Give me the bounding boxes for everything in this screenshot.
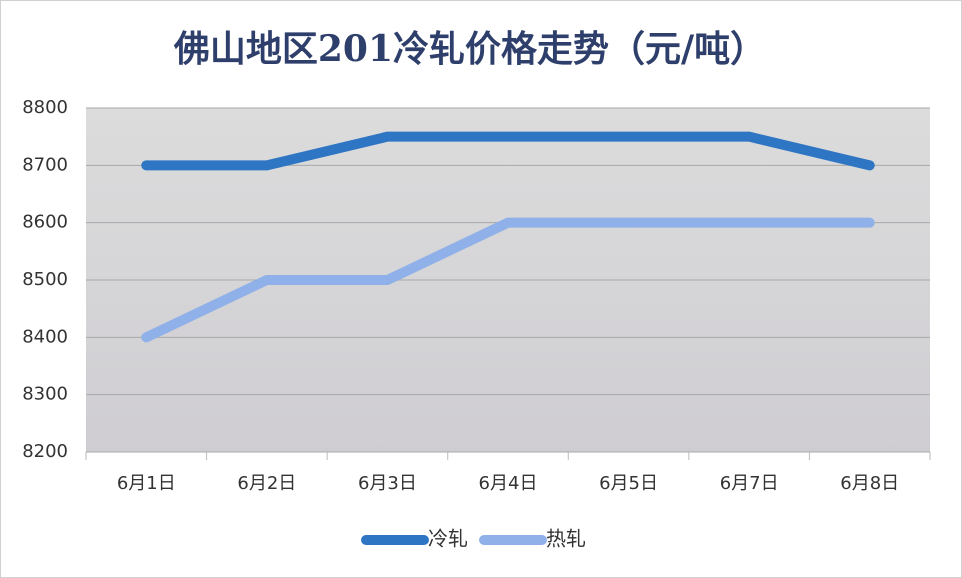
x-tick-label: 6月4日 xyxy=(479,473,538,494)
x-tick-label: 6月8日 xyxy=(840,473,899,494)
y-tick-label: 8400 xyxy=(22,326,68,347)
y-tick-label: 8300 xyxy=(22,384,68,405)
legend-label: 冷轧 xyxy=(428,527,468,551)
y-tick-label: 8800 xyxy=(22,97,68,118)
y-tick-label: 8700 xyxy=(22,154,68,175)
series-line xyxy=(141,217,875,343)
x-tick-label: 6月1日 xyxy=(117,473,176,494)
y-tick-label: 8500 xyxy=(22,269,68,290)
legend-label: 热轧 xyxy=(546,527,586,551)
x-tick-label: 6月3日 xyxy=(358,473,417,494)
chart-title: 佛山地区201冷轧价格走势（元/吨） xyxy=(173,28,766,70)
y-tick-label: 8600 xyxy=(22,212,68,233)
x-tick-label: 6月2日 xyxy=(237,473,296,494)
series-line xyxy=(141,131,875,171)
y-tick-label: 8200 xyxy=(22,441,68,462)
x-tick-label: 6月7日 xyxy=(720,473,779,494)
x-tick-label: 6月5日 xyxy=(599,473,658,494)
